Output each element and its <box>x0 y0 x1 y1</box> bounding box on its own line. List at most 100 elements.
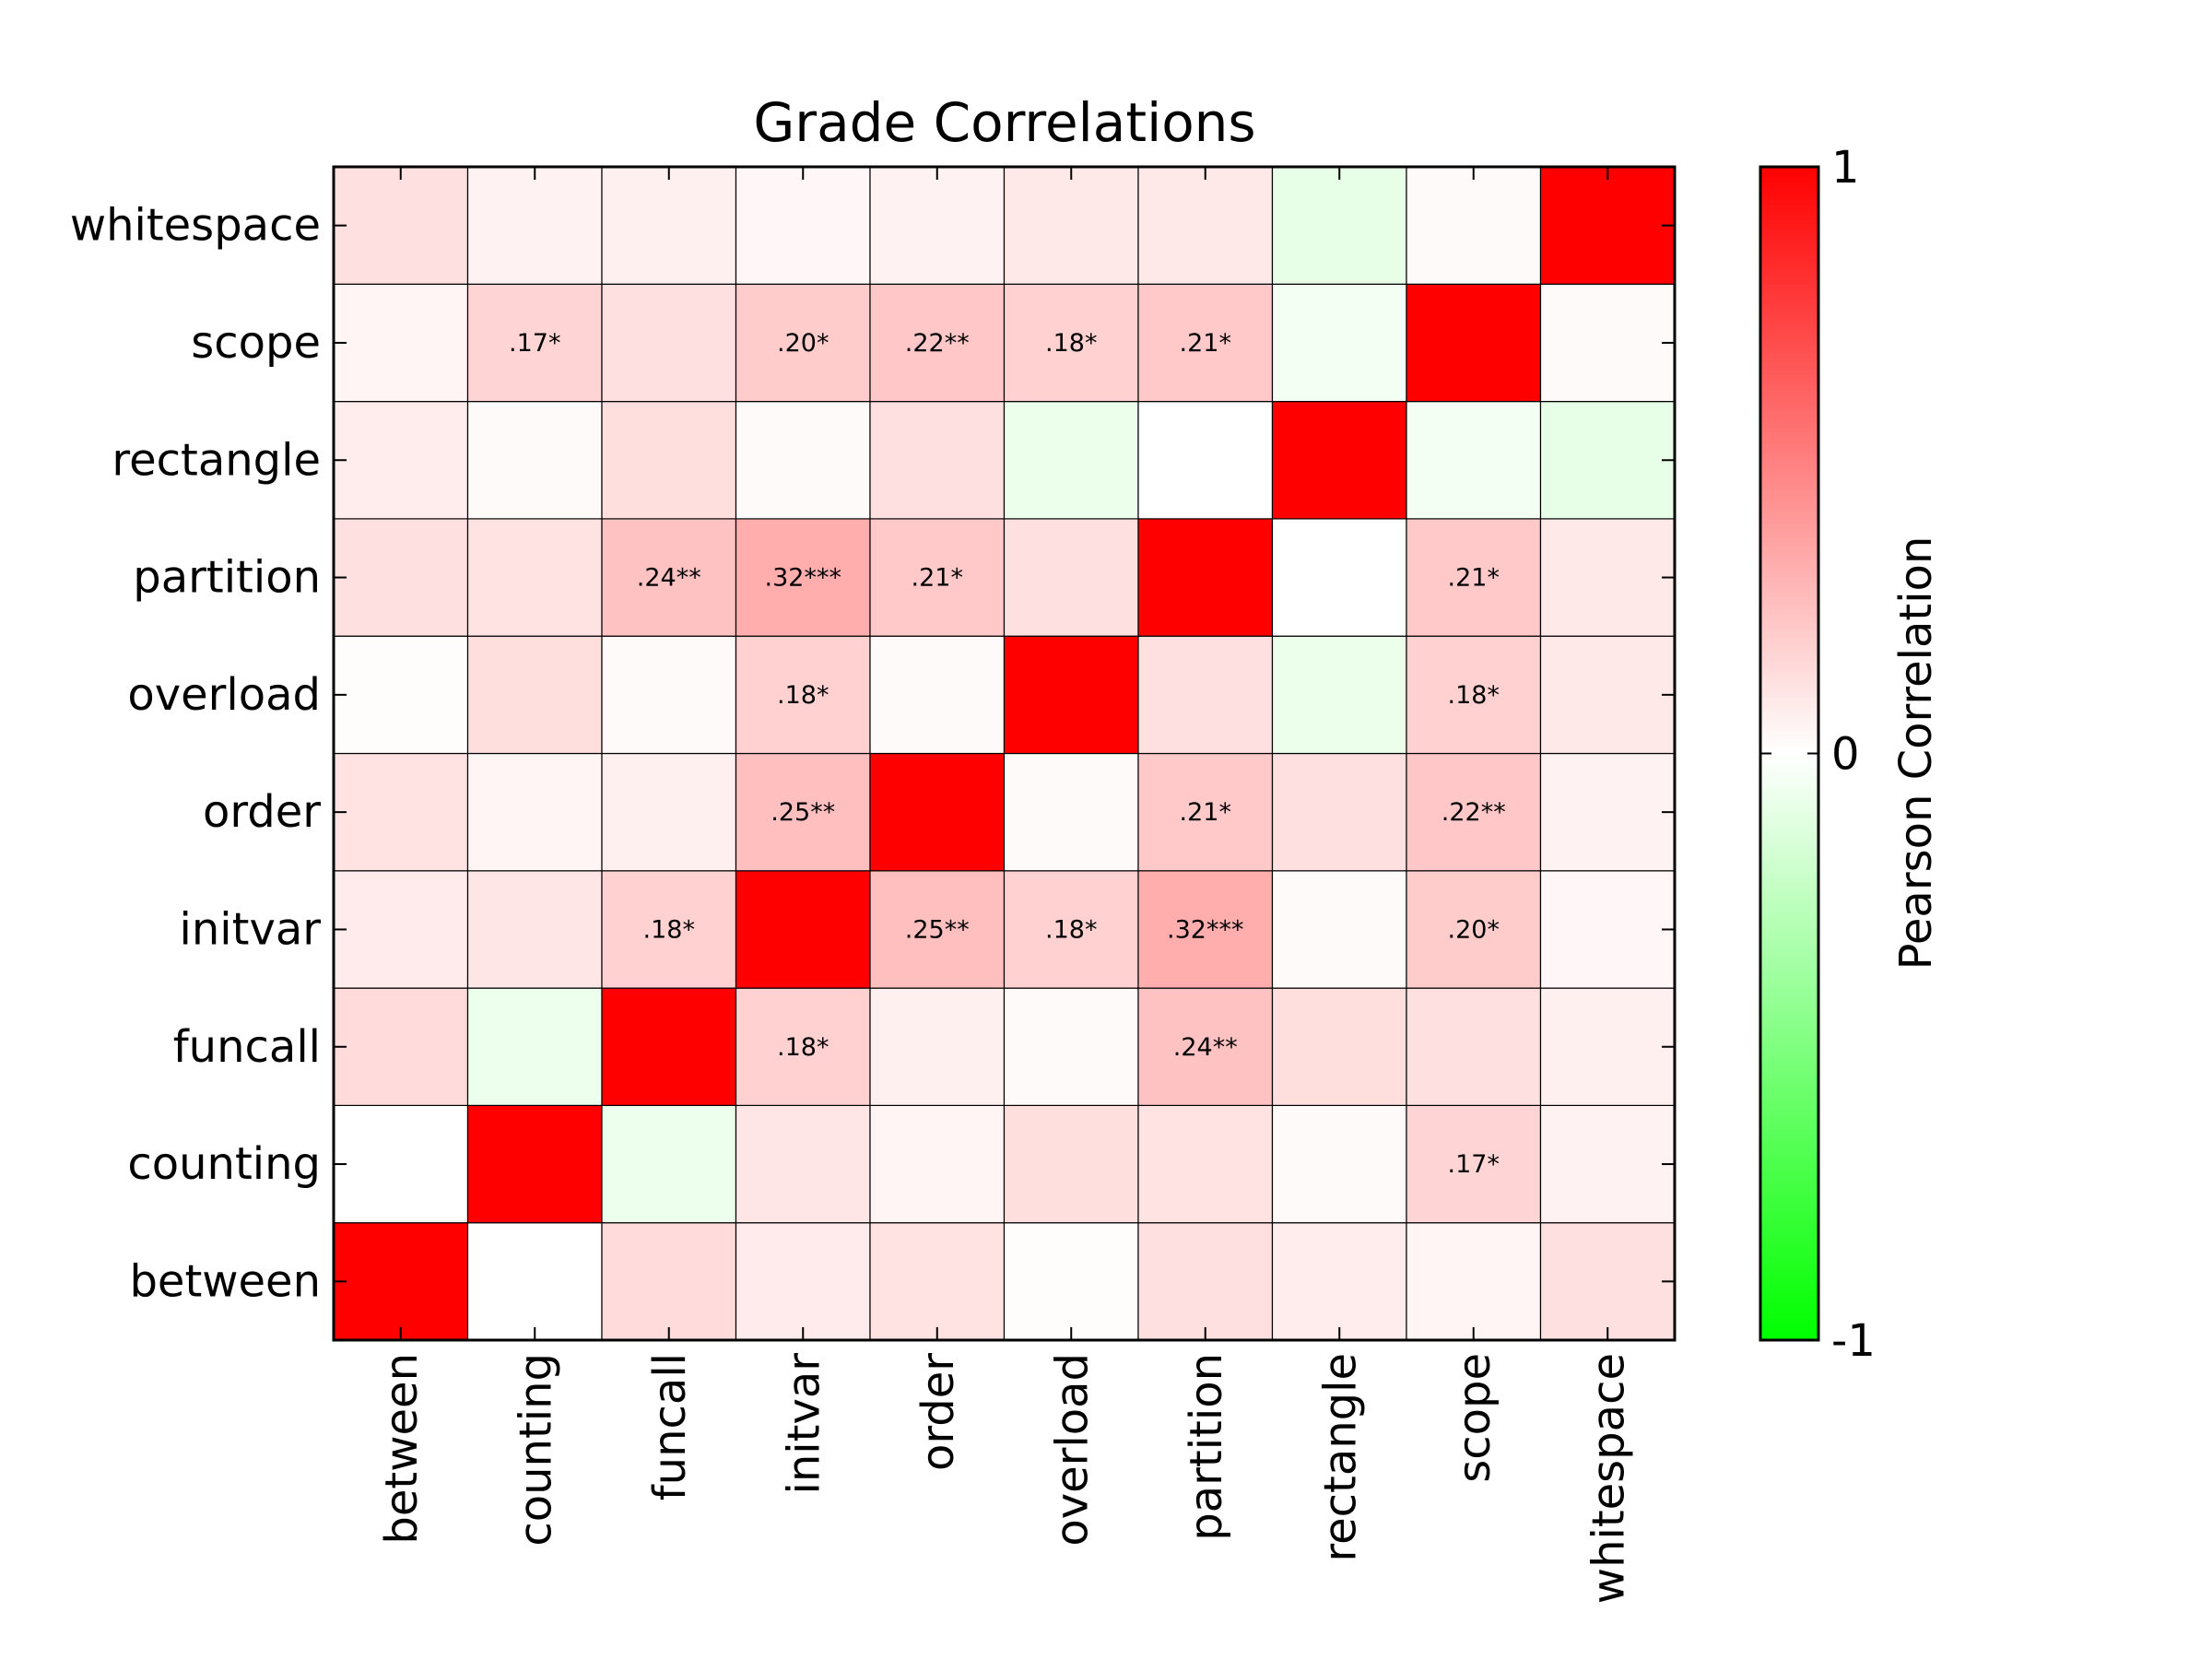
heatmap-cell <box>1137 635 1274 755</box>
colorbar-tick-label: 0 <box>1831 729 1860 781</box>
heatmap-cell <box>1137 518 1274 637</box>
x-tick-label: between <box>376 1353 428 1545</box>
heatmap-cell <box>466 518 603 637</box>
heatmap-cell <box>1003 870 1139 989</box>
heatmap-cell <box>869 1104 1006 1224</box>
x-tick-labels: between counting funcall initvar order overlo… <box>376 1353 1635 1604</box>
cell-annotation: .24** <box>1173 1033 1238 1062</box>
cell-annotation: .21* <box>1180 329 1231 358</box>
x-tick-label: funcall <box>644 1353 696 1500</box>
heatmap-cell <box>1539 1222 1676 1341</box>
heatmap-cell <box>1271 1104 1407 1224</box>
heatmap-cell <box>601 283 737 403</box>
heatmap-cell <box>466 401 603 520</box>
heatmap-cell <box>869 635 1006 755</box>
x-tick-label: rectangle <box>1314 1353 1366 1562</box>
heatmap-cell <box>1539 1104 1676 1224</box>
heatmap-cell <box>1137 1222 1274 1341</box>
heatmap-cell <box>333 518 469 637</box>
heatmap-cell <box>1003 1222 1139 1341</box>
cell-annotation: .18* <box>1448 681 1500 710</box>
heatmap-cell <box>1406 166 1542 285</box>
heatmap-cell <box>869 752 1006 872</box>
heatmap-cell <box>1003 635 1139 755</box>
axis-ticks <box>334 167 1675 1340</box>
heatmap-cell <box>333 283 469 403</box>
y-tick-label: rectangle <box>112 434 321 486</box>
y-tick-label: order <box>203 786 321 838</box>
heatmap-cell <box>1539 401 1676 520</box>
heatmap-cell <box>1137 752 1274 872</box>
heatmap-cell <box>735 870 871 989</box>
cell-annotation: .22** <box>1441 798 1506 827</box>
y-tick-label: initvar <box>180 903 322 955</box>
y-tick-labels: between counting funcall initvar order overlo… <box>70 200 321 1308</box>
heatmap-cell <box>869 1222 1006 1341</box>
heatmap-cell <box>466 166 603 285</box>
heatmap-cell <box>1003 987 1139 1106</box>
plot-frame <box>332 165 1677 1342</box>
heatmap-cell <box>601 635 737 755</box>
cell-annotation: .25** <box>905 915 970 944</box>
heatmap-cell <box>1406 752 1542 872</box>
heatmap-cell <box>1406 1104 1542 1224</box>
heatmap-cell <box>1406 401 1542 520</box>
heatmap-cell <box>466 752 603 872</box>
cell-annotation: .24** <box>637 564 701 593</box>
heatmap-cell <box>333 166 469 285</box>
y-tick-label: between <box>129 1255 321 1307</box>
colorbar-ticks: 1 0 -1 <box>1760 142 1876 1367</box>
heatmap-cell <box>1271 518 1407 637</box>
heatmap-cell <box>1271 1222 1407 1341</box>
heatmap-cell <box>735 401 871 520</box>
heatmap-cell <box>1539 166 1676 285</box>
y-tick-label: funcall <box>173 1021 321 1073</box>
heatmap-cell <box>1406 1222 1542 1341</box>
heatmap-cell <box>1539 635 1676 755</box>
cell-annotation: .25** <box>771 798 835 827</box>
cell-annotation: .32*** <box>765 564 841 593</box>
heatmap-cell <box>1003 166 1139 285</box>
cell-annotation: .18* <box>777 1033 829 1062</box>
heatmap-cell <box>466 1222 603 1341</box>
heatmap-cell <box>1003 1104 1139 1224</box>
heatmap-cell <box>735 283 871 403</box>
colorbar-label: Pearson Correlation <box>1890 536 1942 971</box>
colorbar: 1 0 -1 Pearson Correlation <box>1759 142 1942 1367</box>
heatmap-cell <box>869 166 1006 285</box>
heatmap-cell <box>1539 752 1676 872</box>
heatmap-cell <box>869 987 1006 1106</box>
cell-annotations: .17* .18* .24** .18* .25** .18* .32*** .20* .25*… <box>509 329 1506 1179</box>
y-tick-label: whitespace <box>70 200 321 252</box>
heatmap-cell <box>869 401 1006 520</box>
y-tick-label: partition <box>133 552 321 604</box>
heatmap-cell <box>601 401 737 520</box>
heatmap-cell <box>1003 283 1139 403</box>
heatmap-cell <box>1137 870 1274 989</box>
heatmap-cell <box>333 987 469 1106</box>
cell-annotation: .18* <box>643 915 695 944</box>
heatmap-cell <box>466 635 603 755</box>
heatmap-cell <box>601 1104 737 1224</box>
heatmap-cell <box>333 401 469 520</box>
cell-annotation: .20* <box>1448 915 1500 944</box>
heatmap-cell <box>869 870 1006 989</box>
heatmap-cell <box>1539 870 1676 989</box>
colorbar-tick-label: 1 <box>1831 142 1860 194</box>
cell-annotation: .20* <box>777 329 829 358</box>
x-tick-label: overload <box>1046 1353 1098 1547</box>
heatmap-cell <box>466 1104 603 1224</box>
cell-annotation: .18* <box>1045 329 1097 358</box>
heatmap-cell <box>601 518 737 637</box>
heatmap-cell <box>1406 635 1542 755</box>
heatmap-cell <box>1271 987 1407 1106</box>
chart-title: Grade Correlations <box>753 91 1255 154</box>
heatmap-cell <box>1539 283 1676 403</box>
cell-annotation: .21* <box>1448 564 1500 593</box>
cell-annotation: .21* <box>912 564 963 593</box>
x-tick-label: partition <box>1181 1353 1232 1541</box>
heatmap-cell <box>735 518 871 637</box>
cell-annotation: .18* <box>1045 915 1097 944</box>
heatmap-cell <box>333 752 469 872</box>
